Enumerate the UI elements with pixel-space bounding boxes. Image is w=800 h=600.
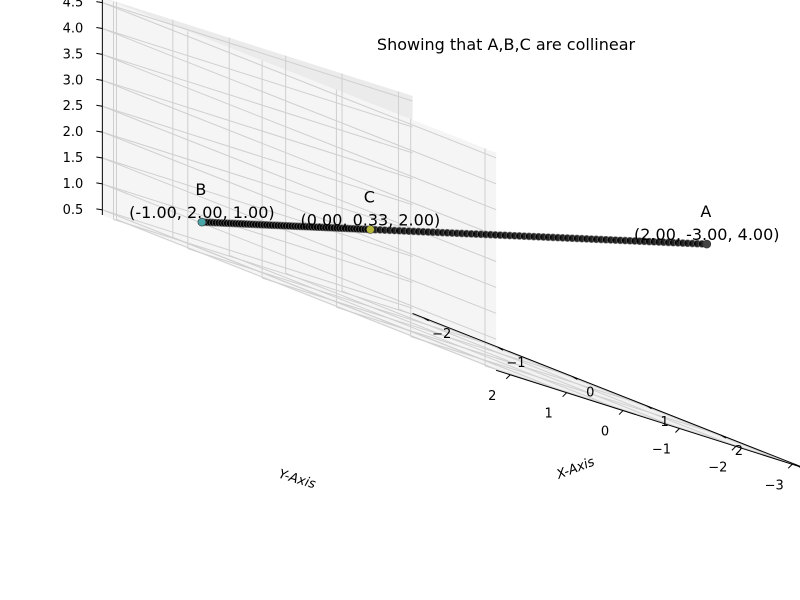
y-tick-mark [675, 428, 680, 433]
y-axis-label: Y-Axis [277, 467, 318, 492]
x-tick-label: 0 [586, 385, 594, 400]
y-gridline [229, 254, 624, 412]
y-tick-mark [562, 392, 567, 398]
z-gridline [102, 157, 497, 314]
x-gridline [336, 306, 647, 407]
y-gridline [398, 308, 793, 465]
z-tick-label: 4.5 [63, 0, 84, 11]
y-tick-label: −2 [708, 460, 727, 475]
z-gridline [102, 28, 413, 128]
y-gridline [341, 290, 737, 447]
z-tick-mark [96, 1, 103, 4]
y-tick-label: 2 [488, 389, 496, 404]
y-tick-label: 0 [601, 425, 609, 440]
z-gridline [102, 28, 497, 185]
tick-labels: −2−10123210−1−2−30.51.01.52.02.53.03.54.… [63, 0, 784, 493]
x-tick-label: −2 [432, 327, 451, 342]
x-tick-mark [423, 317, 429, 322]
z-gridline [102, 79, 413, 180]
z-gridline [102, 131, 413, 232]
point-c-coords: (0.00, 0.33, 2.00) [301, 210, 441, 229]
x-gridline [113, 218, 424, 319]
z-tick-mark [96, 182, 103, 185]
point-b-coords: (-1.00, 2.00, 1.00) [129, 203, 274, 222]
x-gridline [261, 277, 573, 377]
y-gridline [116, 219, 511, 376]
point-a-coords: (2.00, -3.00, 4.00) [634, 225, 779, 244]
z-tick-label: 2.5 [63, 99, 84, 114]
z-gridline [102, 209, 413, 309]
y-tick-label: −1 [652, 442, 671, 457]
z-tick-mark [96, 52, 103, 55]
x-axis-label: X-Axis [554, 455, 597, 484]
z-gridline [102, 2, 413, 102]
x-tick-mark [720, 434, 727, 439]
z-tick-label: 1.0 [63, 177, 84, 192]
data-points [197, 217, 712, 249]
point-b-name: B [195, 180, 206, 199]
y-tick-mark [505, 374, 511, 380]
z-tick-label: 3.5 [63, 47, 84, 62]
y-tick-mark [731, 446, 737, 451]
z-tick-label: 2.0 [63, 125, 84, 140]
z-tick-label: 4.0 [63, 22, 84, 37]
x-gridline [187, 248, 499, 348]
z-tick-mark [96, 78, 103, 81]
z-tick-mark [96, 27, 103, 30]
point-a [702, 239, 712, 249]
grid-lines [102, 1, 796, 465]
z-tick-label: 0.5 [63, 203, 84, 218]
z-tick-label: 1.5 [63, 151, 84, 166]
z-tick-mark [96, 208, 103, 211]
x-tick-label: 1 [660, 415, 668, 430]
y-tick-mark [787, 463, 793, 469]
x-axis-line [412, 312, 800, 467]
z-gridline [102, 53, 497, 211]
axis-lines [96, 0, 800, 469]
x-tick-mark [794, 463, 800, 468]
z-gridline [102, 2, 497, 159]
point-labels: A (2.00, -3.00, 4.00) B (-1.00, 2.00, 1.00)… [129, 180, 779, 244]
y-tick-label: −3 [765, 478, 784, 493]
y-tick-mark [618, 410, 624, 415]
chart-title: Showing that A,B,C are collinear [377, 35, 636, 54]
z-gridline [102, 105, 497, 262]
z-gridline [102, 183, 413, 283]
side-pane [102, 0, 497, 371]
y-axis-line [495, 369, 800, 468]
z-gridline [102, 79, 497, 237]
x-tick-label: 2 [735, 444, 743, 459]
z-tick-mark [96, 156, 103, 159]
point-b [197, 217, 207, 227]
x-tick-mark [572, 376, 578, 380]
y-tick-label: 1 [545, 407, 553, 422]
x-tick-mark [497, 346, 504, 351]
z-gridline [102, 157, 413, 257]
z-gridline [102, 53, 413, 154]
x-gridline [484, 365, 796, 465]
z-tick-mark [96, 130, 103, 133]
x-gridline [410, 336, 722, 436]
z-gridline [102, 209, 497, 366]
point-a-name: A [700, 202, 711, 221]
y-gridline [285, 272, 680, 429]
point-c [366, 225, 375, 234]
x-tick-label: −1 [506, 356, 525, 371]
x-tick-mark [646, 405, 652, 410]
z-gridline [102, 131, 497, 288]
z-gridline [102, 183, 497, 340]
z-tick-mark [96, 104, 103, 107]
point-c-name: C [364, 187, 375, 206]
z-gridline [102, 105, 413, 206]
z-tick-label: 3.0 [63, 73, 84, 88]
